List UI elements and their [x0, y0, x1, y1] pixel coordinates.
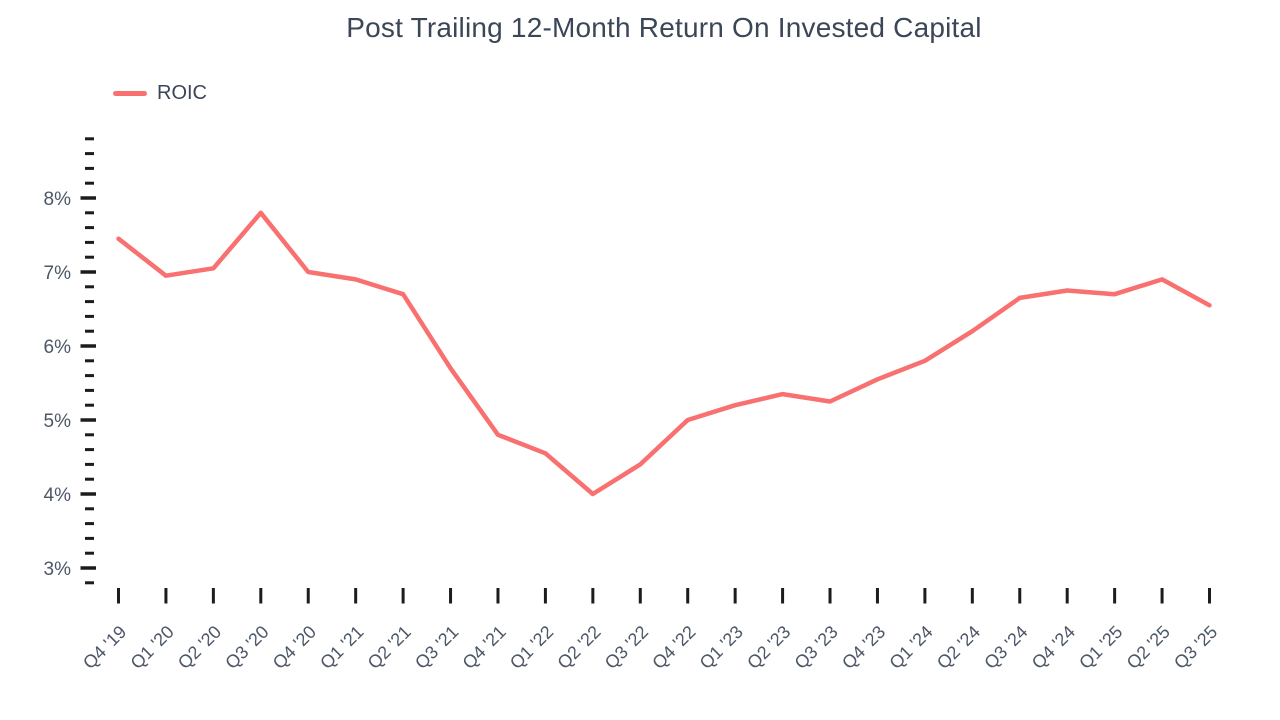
x-tick-label: Q2 '22: [553, 622, 604, 673]
y-tick-label: 8%: [44, 189, 72, 210]
x-tick-label: Q4 '23: [838, 622, 889, 673]
x-tick-label: Q2 '23: [743, 622, 794, 673]
y-tick-label: 6%: [44, 337, 72, 358]
x-tick-label: Q1 '24: [885, 622, 936, 673]
x-tick-label: Q4 '24: [1028, 622, 1079, 673]
x-tick-label: Q3 '23: [791, 622, 842, 673]
x-tick-label: Q4 '19: [79, 622, 130, 673]
roic-line-series: [116, 210, 1212, 497]
x-tick-label: Q3 '20: [221, 622, 272, 673]
x-tick-label: Q1 '23: [696, 622, 747, 673]
x-tick-label: Q4 '22: [648, 622, 699, 673]
x-tick-label: Q1 '21: [316, 622, 367, 673]
x-tick-label: Q2 '20: [174, 622, 225, 673]
legend-line-swatch: [113, 91, 147, 96]
x-tick-label: Q1 '20: [127, 622, 178, 673]
x-tick-label: Q3 '21: [411, 622, 462, 673]
x-tick-label: Q3 '24: [980, 622, 1031, 673]
legend-label: ROIC: [157, 82, 207, 104]
y-tick-label: 7%: [44, 263, 72, 284]
x-tick-label: Q2 '21: [364, 622, 415, 673]
chart-title: Post Trailing 12-Month Return On Investe…: [346, 12, 982, 43]
x-tick-label: Q4 '21: [459, 622, 510, 673]
y-tick-label: 4%: [44, 485, 72, 506]
x-tick-label: Q1 '22: [506, 622, 557, 673]
legend-item-roic: ROIC: [113, 82, 207, 105]
y-tick-label: 3%: [44, 559, 72, 580]
x-tick-label: Q3 '22: [601, 622, 652, 673]
x-tick-label: Q4 '20: [269, 622, 320, 673]
legend: ROIC: [113, 82, 207, 105]
y-tick-label: 5%: [44, 411, 72, 432]
x-tick-label: Q1 '25: [1075, 622, 1126, 673]
x-tick-label: Q2 '25: [1123, 622, 1174, 673]
x-tick-label: Q3 '25: [1170, 622, 1221, 673]
x-tick-label: Q2 '24: [933, 622, 984, 673]
